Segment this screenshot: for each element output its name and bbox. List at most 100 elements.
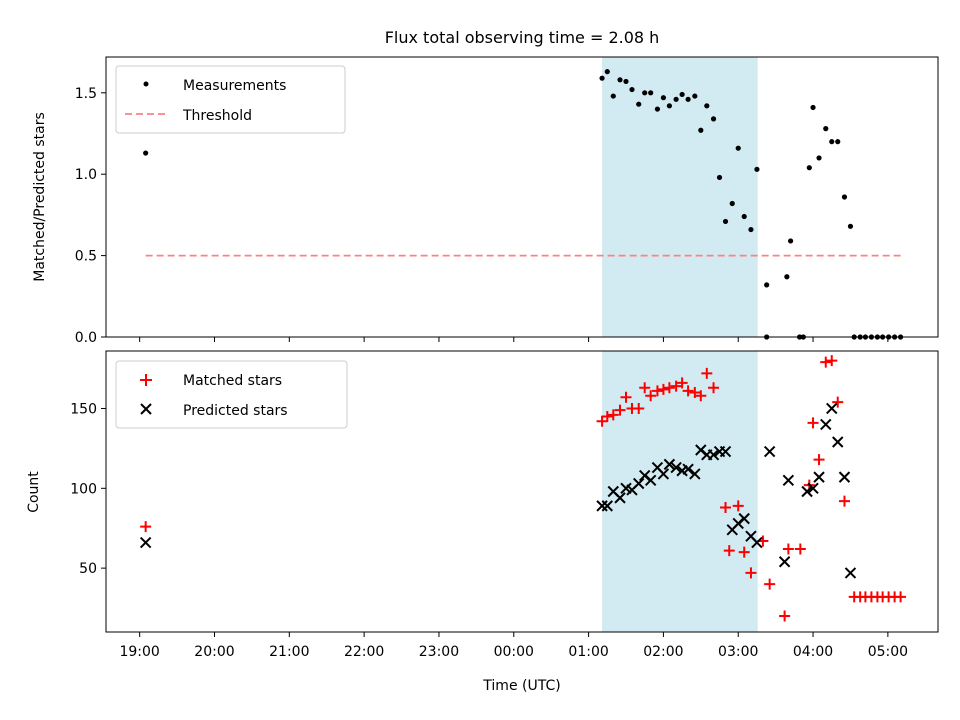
measurement-point bbox=[636, 101, 642, 107]
matched-star-point bbox=[794, 543, 806, 555]
matched-star-point bbox=[732, 500, 744, 512]
bottom-axes-frame bbox=[105, 350, 939, 633]
predicted-star-point bbox=[633, 477, 645, 490]
matched-star-point bbox=[596, 415, 608, 427]
bottom-y-axis-label: Count bbox=[26, 471, 42, 513]
x-tick-label: 19:00 bbox=[119, 644, 159, 660]
measurement-point bbox=[722, 218, 729, 225]
measurement-point bbox=[599, 75, 605, 81]
matched-star-point bbox=[701, 367, 713, 379]
measurement-point bbox=[788, 238, 794, 244]
measurement-point bbox=[654, 106, 661, 112]
predicted-star-point bbox=[738, 512, 750, 525]
measurement-point bbox=[729, 200, 735, 207]
x-tick-label: 03:00 bbox=[718, 644, 758, 660]
measurement-point bbox=[648, 90, 654, 96]
x-tick-label: 05:00 bbox=[868, 644, 908, 660]
predicted-star-point bbox=[813, 471, 825, 483]
measurement-point bbox=[754, 166, 760, 172]
x-axis-label: Time (UTC) bbox=[482, 678, 560, 694]
matched-star-point bbox=[895, 591, 907, 603]
measurement-point bbox=[806, 165, 812, 171]
matched-star-point bbox=[633, 402, 645, 414]
matched-star-point bbox=[601, 410, 613, 422]
predicted-star-point bbox=[782, 474, 795, 487]
matched-star-point bbox=[676, 377, 688, 389]
measurement-point bbox=[835, 139, 841, 145]
y-tick-label: 100 bbox=[70, 481, 97, 497]
matched-star-point bbox=[689, 387, 701, 399]
y-tick-label: 0.0 bbox=[75, 330, 97, 346]
measurement-point bbox=[698, 127, 704, 133]
matched-star-point bbox=[645, 390, 657, 402]
predicted-star-point bbox=[682, 463, 694, 475]
x-tick-label: 20:00 bbox=[194, 644, 234, 660]
measurement-point bbox=[666, 103, 672, 109]
matched-star-point bbox=[723, 545, 735, 557]
matched-star-point bbox=[140, 521, 152, 533]
predicted-star-point bbox=[596, 500, 608, 512]
measurement-point bbox=[716, 174, 723, 181]
predicted-star-point bbox=[778, 556, 791, 568]
top-shaded-span bbox=[602, 57, 758, 337]
measurement-point bbox=[679, 91, 685, 98]
y-tick-label: 150 bbox=[70, 401, 97, 417]
matched-star-point bbox=[820, 356, 832, 368]
matched-star-point bbox=[807, 417, 819, 429]
measurement-point bbox=[642, 90, 648, 96]
predicted-star-point bbox=[807, 482, 819, 495]
predicted-star-point bbox=[644, 474, 657, 487]
measurement-point bbox=[810, 104, 816, 111]
predicted-star-point bbox=[707, 449, 720, 461]
predicted-star-point bbox=[826, 402, 838, 415]
predicted-star-point bbox=[832, 436, 844, 448]
matched-legend-label: Matched stars bbox=[183, 373, 282, 389]
matched-star-point bbox=[738, 546, 750, 558]
measurement-point bbox=[816, 155, 822, 161]
bottom-panel: 50 100 150 19:00 20:00 21:00 22:00 23:00 00:00 0… bbox=[26, 350, 939, 694]
matched-star-point bbox=[745, 567, 757, 579]
top-legend: Measurements Threshold bbox=[115, 65, 346, 134]
predicted-legend-label: Predicted stars bbox=[183, 403, 288, 419]
predicted-star-point bbox=[801, 485, 813, 498]
measurement-point bbox=[764, 282, 770, 288]
predicted-star-point bbox=[820, 418, 832, 431]
measurement-point bbox=[673, 96, 679, 102]
matched-star-point bbox=[620, 391, 632, 403]
measurements-legend-marker bbox=[143, 81, 149, 87]
matched-star-point bbox=[607, 409, 619, 421]
threshold-legend-label: Threshold bbox=[182, 108, 252, 124]
matched-star-point bbox=[663, 382, 675, 394]
x-tick-label: 02:00 bbox=[643, 644, 683, 660]
matched-star-point bbox=[639, 382, 651, 394]
predicted-star-point bbox=[844, 567, 857, 579]
predicted-star-point bbox=[139, 536, 152, 549]
x-tick-label: 21:00 bbox=[269, 644, 309, 660]
x-tick-label: 23:00 bbox=[419, 644, 459, 660]
matched-star-point bbox=[838, 495, 850, 507]
top-axes-frame bbox=[105, 56, 939, 338]
matched-star-point bbox=[813, 454, 825, 466]
bottom-y-ticks: 50 100 150 bbox=[70, 401, 106, 577]
measurements-legend-label: Measurements bbox=[183, 78, 286, 94]
y-tick-label: 1.5 bbox=[75, 86, 97, 102]
predicted-legend-marker bbox=[140, 403, 152, 415]
top-legend-box bbox=[115, 65, 346, 134]
x-tick-label: 22:00 bbox=[344, 644, 384, 660]
top-points-group bbox=[143, 69, 904, 340]
bottom-points-group bbox=[139, 355, 907, 622]
measurement-point bbox=[617, 77, 623, 83]
y-tick-label: 50 bbox=[79, 561, 97, 577]
y-tick-label: 1.0 bbox=[75, 167, 97, 183]
measurement-point bbox=[710, 116, 717, 122]
matched-star-point bbox=[657, 383, 669, 395]
measurement-point bbox=[823, 126, 829, 132]
measurement-point bbox=[735, 145, 741, 151]
measurement-point bbox=[685, 96, 691, 102]
matched-star-point bbox=[832, 396, 844, 408]
measurement-point bbox=[610, 93, 616, 99]
bottom-legend: Matched stars Predicted stars bbox=[115, 360, 348, 429]
bottom-legend-box bbox=[115, 360, 348, 429]
predicted-star-point bbox=[657, 468, 670, 480]
measurement-point bbox=[748, 226, 754, 233]
